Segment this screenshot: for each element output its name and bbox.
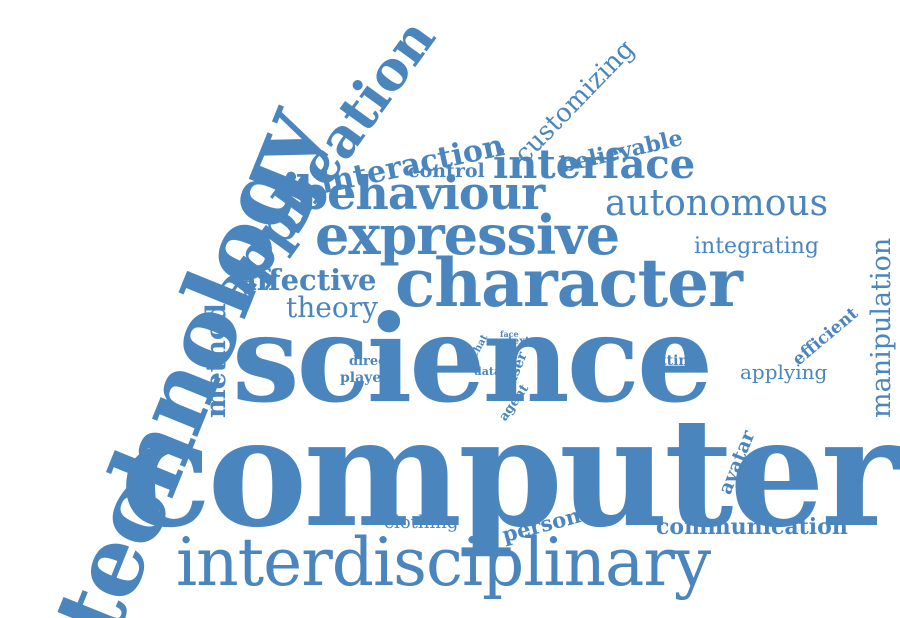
word-behaviour: behaviour xyxy=(296,166,545,220)
word-method: method xyxy=(201,303,232,418)
word-computer: computer xyxy=(120,385,900,561)
word-face: face xyxy=(500,329,519,339)
word-interface: interface xyxy=(493,141,696,188)
word-autonomous: autonomous xyxy=(605,183,829,224)
word-control: control xyxy=(408,160,485,182)
word-integrating: integrating xyxy=(694,234,819,259)
word-player: player xyxy=(340,370,389,386)
word-text: text xyxy=(508,336,530,347)
word-fitting: fitting xyxy=(650,353,699,369)
word-direct: direct xyxy=(349,354,393,369)
word-theory: theory xyxy=(286,291,378,324)
word-data: data xyxy=(474,365,502,378)
word-expressive: expressive xyxy=(315,203,620,267)
word-interdisciplinary: interdisciplinary xyxy=(176,524,711,601)
word-applying: applying xyxy=(740,360,828,384)
word-communication: communication xyxy=(656,514,848,540)
word-character: character xyxy=(395,244,743,322)
word-affective: affective xyxy=(238,263,377,297)
word-science: science xyxy=(232,289,713,430)
word-manipulation: manipulation xyxy=(866,237,897,418)
word-clothing: clothing xyxy=(384,512,459,533)
